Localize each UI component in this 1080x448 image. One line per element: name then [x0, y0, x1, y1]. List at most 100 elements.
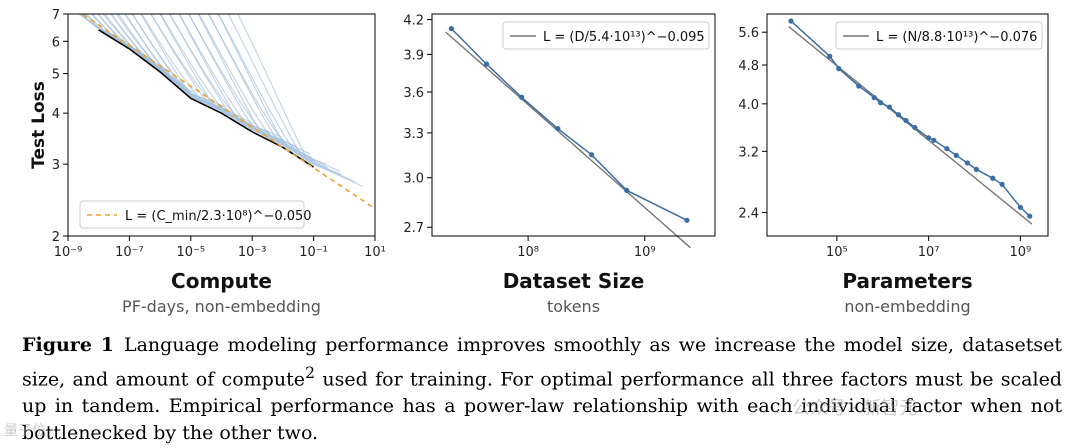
data-line — [790, 20, 1031, 217]
data-point — [931, 137, 937, 143]
data-point — [588, 152, 595, 158]
training-curve — [237, 14, 363, 187]
watermark-left: 量子位 — [4, 423, 46, 439]
caption-superscript: 2 — [304, 363, 316, 382]
data-point — [973, 166, 979, 172]
compute-plot: 10⁻⁹ 10⁻⁷ 10⁻⁵ 10⁻³ 10⁻¹ 10¹ 2 3 4 5 6 7 Test Loss Co… — [29, 8, 386, 316]
x-tick-label: 10⁹ — [1009, 245, 1031, 260]
compute-plot-area — [77, 14, 375, 210]
data-point — [964, 160, 970, 166]
training-curve — [160, 14, 257, 130]
y-tick-label: 2 — [52, 230, 60, 245]
y-tick-label: 5.6 — [738, 26, 759, 41]
data-point — [912, 124, 918, 131]
y-tick-label: 4.2 — [403, 14, 424, 29]
legend-label: L = (D/5.4·10¹³)^−0.095 — [543, 30, 705, 45]
y-tick-label: 4.0 — [738, 98, 759, 113]
data-point — [788, 18, 794, 24]
data-line — [450, 28, 688, 221]
data-point — [1027, 213, 1033, 219]
y-tick-label: 2.7 — [403, 221, 424, 236]
legend-box — [502, 21, 710, 50]
legend: L = (D/5.4·10¹³)^−0.095 — [502, 21, 710, 50]
figure-charts: 10⁻⁹ 10⁻⁷ 10⁻⁵ 10⁻³ 10⁻¹ 10¹ 2 3 4 5 6 7 Test Loss Co… — [29, 8, 1049, 316]
x-axis-title: Parameters — [842, 269, 972, 293]
training-curve — [141, 14, 242, 120]
data-point — [836, 66, 842, 72]
x-axis-title: Compute — [171, 269, 272, 293]
x-tick-label: 10⁻⁷ — [115, 245, 144, 260]
x-tick-label: 10¹ — [364, 245, 386, 260]
parameters-plot: 10⁵ 10⁷ 10⁹ 2.4 3.2 4.0 4.8 5.6 Parameters non-em… — [738, 18, 1043, 316]
training-curve — [207, 14, 328, 169]
x-tick-label: 10⁷ — [918, 245, 940, 260]
x-tick-label: 10⁻⁹ — [54, 245, 83, 260]
legend-box — [835, 21, 1043, 50]
y-tick-label: 7 — [52, 8, 60, 23]
plot-frame-0 — [67, 13, 376, 237]
data-point — [827, 53, 833, 59]
training-curve — [124, 14, 227, 110]
data-point — [1017, 204, 1023, 210]
training-curve — [140, 14, 254, 125]
x-tick-label: 10⁸ — [517, 245, 539, 260]
x-tick-label: 10⁹ — [634, 245, 656, 260]
data-point — [886, 104, 893, 110]
caption-text: Language modeling performance improves s… — [22, 334, 1062, 391]
y-tick-label: 4 — [52, 107, 60, 122]
training-curve — [131, 14, 228, 113]
data-point — [999, 181, 1005, 187]
plot-frame-2 — [766, 13, 1049, 237]
x-axis-title: Dataset Size — [503, 269, 645, 293]
y-tick-label: 2.4 — [738, 207, 759, 222]
data-point — [483, 61, 490, 67]
x-axis-subtitle: PF-days, non-embedding — [122, 297, 321, 316]
training-curve — [188, 14, 287, 144]
data-point — [944, 146, 950, 152]
y-axis-label: Test Loss — [29, 81, 49, 169]
x-tick-label: 10⁻³ — [238, 245, 267, 260]
compute-fit-line — [80, 14, 375, 210]
caption-label: Figure 1 — [22, 334, 114, 356]
watermark-right: 公众号 · 新智元 — [792, 398, 918, 419]
data-point — [871, 94, 877, 101]
dataset-plot: 10⁸ 10⁹ 2.7 3.0 3.3 3.6 3.9 4.2 Dataset Size toke… — [403, 14, 710, 316]
x-tick-label: 10⁻¹ — [299, 245, 328, 260]
training-curve — [97, 14, 196, 94]
data-point — [926, 135, 932, 141]
data-point — [684, 217, 690, 223]
y-tick-label: 3.6 — [403, 86, 424, 101]
plot-frame-1 — [431, 13, 716, 237]
y-tick-label: 3.9 — [403, 48, 424, 63]
data-point — [448, 26, 455, 32]
training-curve — [217, 14, 342, 176]
training-curve — [168, 14, 297, 148]
legend-label: L = (C_min/2.3·10⁸)^−0.050 — [125, 209, 312, 224]
data-point — [903, 117, 909, 124]
figure-caption: Figure 1 Language modeling performance im… — [22, 332, 1062, 447]
training-curve — [217, 14, 316, 163]
fit-line — [445, 31, 691, 249]
legend: L = (N/8.8·10¹³)^−0.076 — [835, 21, 1043, 50]
compute-legend: L = (C_min/2.3·10⁸)^−0.050 — [79, 200, 312, 229]
caption-text-continued: used for training. For optimal performan… — [22, 368, 1062, 445]
x-tick-label: 10⁻⁵ — [176, 245, 205, 260]
y-tick-label: 6 — [52, 35, 60, 50]
data-point — [519, 94, 525, 100]
fit-line — [788, 26, 1033, 225]
x-axis-subtitle: non-embedding — [844, 297, 970, 316]
data-point — [953, 152, 959, 158]
y-tick-label: 3.3 — [403, 127, 424, 142]
y-tick-label: 3.0 — [403, 172, 424, 187]
legend-box — [79, 200, 305, 229]
legend-label: L = (N/8.8·10¹³)^−0.076 — [876, 30, 1037, 45]
data-point — [856, 83, 862, 89]
data-point — [895, 112, 902, 118]
y-tick-label: 5 — [52, 68, 60, 83]
y-tick-label: 4.8 — [738, 59, 759, 74]
y-tick-label: 3 — [52, 158, 60, 173]
x-axis-subtitle: tokens — [547, 297, 600, 316]
x-tick-label: 10⁵ — [826, 245, 848, 260]
y-tick-label: 3.2 — [738, 145, 759, 160]
data-point — [624, 187, 630, 194]
